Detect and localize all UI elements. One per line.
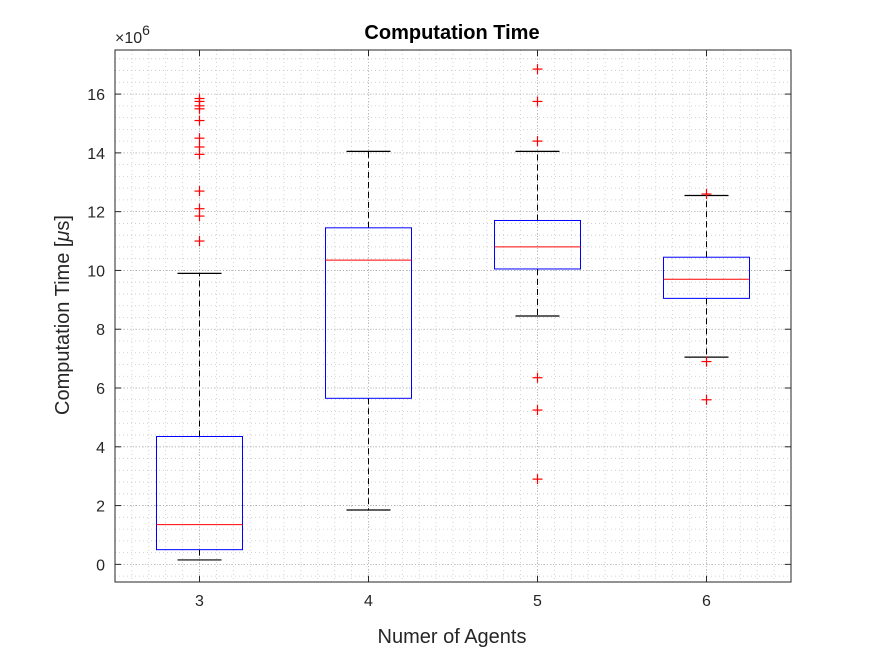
outlier-marker <box>194 93 205 104</box>
x-tick-label: 4 <box>364 593 373 610</box>
ticks: 0 2 4 6 8 10 12 14 16 3 4 5 6 <box>87 50 791 610</box>
outlier-marker <box>532 405 543 416</box>
box-iqr <box>663 256 750 299</box>
outlier-marker <box>701 189 712 200</box>
box-group-4 <box>325 150 412 511</box>
outlier-marker <box>194 141 205 152</box>
outlier-marker <box>532 64 543 75</box>
y-axis-label: Computation Time [μs] <box>52 215 74 415</box>
outlier-marker <box>194 203 205 214</box>
x-tick-label: 5 <box>533 593 542 610</box>
box-iqr <box>494 219 581 270</box>
outlier-marker <box>532 372 543 383</box>
y-tick-label: 12 <box>87 205 105 222</box>
y-tick-label: 2 <box>96 499 105 516</box>
box-iqr <box>156 436 243 551</box>
y-tick-label: 16 <box>87 87 105 104</box>
chart-title: Computation Time <box>364 22 539 44</box>
outlier-marker <box>701 394 712 405</box>
grid-lines <box>115 50 792 582</box>
axes-frame <box>114 49 792 583</box>
outlier-marker <box>194 115 205 126</box>
box-group-3 <box>156 93 243 561</box>
outlier-marker <box>532 96 543 107</box>
outlier-marker <box>532 136 543 147</box>
box-group-5 <box>494 64 581 485</box>
y-exponent-label: ×106 <box>115 22 150 47</box>
outlier-marker <box>194 186 205 197</box>
outlier-marker <box>194 133 205 144</box>
outlier-marker <box>532 474 543 485</box>
x-tick-label: 6 <box>702 593 711 610</box>
box-group-6 <box>663 189 750 405</box>
x-axis-label: Numer of Agents <box>378 626 527 648</box>
y-tick-label: 6 <box>96 381 105 398</box>
y-tick-label: 8 <box>96 322 105 339</box>
y-tick-label: 14 <box>87 146 105 163</box>
y-tick-label: 4 <box>96 440 105 457</box>
x-tick-label: 3 <box>195 593 204 610</box>
y-tick-label: 10 <box>87 263 105 280</box>
plot-area <box>156 64 750 561</box>
outlier-marker <box>701 356 712 367</box>
outlier-marker <box>194 236 205 247</box>
y-tick-label: 0 <box>96 557 105 574</box>
box-iqr <box>325 227 412 399</box>
